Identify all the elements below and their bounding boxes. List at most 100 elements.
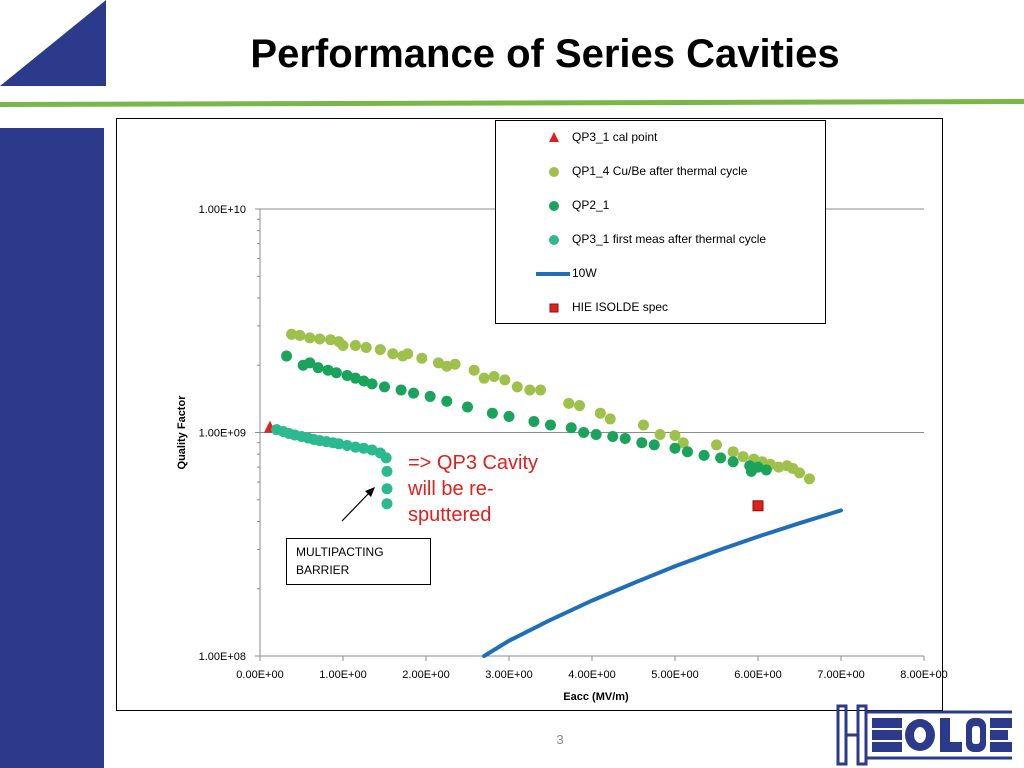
- data-point: [441, 395, 453, 407]
- legend-label: QP2_1: [572, 198, 610, 212]
- data-point: [715, 452, 727, 464]
- multipacting-line-2: BARRIER: [296, 563, 350, 577]
- legend-item: QP2_1: [496, 196, 826, 216]
- data-point: [366, 378, 378, 390]
- data-point: [424, 390, 436, 402]
- legend-marker: [549, 132, 559, 142]
- data-point: [524, 384, 536, 396]
- slide-title: Performance of Series Cavities: [250, 32, 840, 76]
- data-point: [462, 401, 473, 413]
- data-point: [349, 340, 361, 352]
- data-point: [654, 428, 666, 440]
- legend-label: QP1_4 Cu/Be after thermal cycle: [572, 164, 748, 178]
- data-point: [337, 340, 349, 352]
- data-point: [803, 473, 815, 485]
- corner-triangle-decoration: [0, 0, 106, 86]
- legend-item: HIE ISOLDE spec: [496, 298, 826, 318]
- legend-marker: [549, 167, 559, 177]
- legend-symbol: [536, 272, 570, 276]
- left-sidebar-decoration: [0, 128, 104, 768]
- data-point: [578, 427, 590, 438]
- y-tick-label: 1.00E+10: [199, 204, 246, 216]
- data-point: [441, 360, 453, 372]
- data-point: [590, 428, 602, 440]
- data-point: [499, 374, 511, 386]
- data-point: [563, 397, 575, 409]
- x-tick-label: 4.00E+00: [568, 669, 615, 681]
- data-point: [380, 452, 392, 464]
- legend-marker: [549, 235, 559, 245]
- data-point: [322, 364, 334, 376]
- data-point: [594, 407, 606, 419]
- data-point: [478, 372, 490, 384]
- legend-item: QP3_1 first meas after thermal cycle: [496, 230, 826, 250]
- data-point: [681, 446, 693, 458]
- data-point: [637, 419, 649, 431]
- data-point: [503, 410, 515, 422]
- data-point: [511, 381, 523, 393]
- data-point: [727, 456, 739, 468]
- legend-label: QP3_1 cal point: [572, 130, 658, 144]
- x-tick-label: 7.00E+00: [817, 669, 864, 681]
- data-point: [416, 352, 428, 364]
- series-line-10w: [482, 508, 843, 658]
- data-point: [341, 369, 353, 381]
- legend-label: 10W: [572, 266, 597, 280]
- data-point: [314, 333, 326, 345]
- legend-item: QP3_1 cal point: [496, 128, 826, 148]
- data-point: [379, 381, 390, 393]
- data-point: [574, 400, 586, 412]
- data-point: [349, 441, 361, 453]
- data-point: [304, 357, 316, 369]
- data-point: [773, 461, 785, 473]
- data-point: [565, 422, 577, 434]
- data-point: [374, 344, 386, 356]
- data-point: [528, 415, 540, 427]
- annotation-arrow-line: [341, 491, 371, 522]
- data-point: [488, 371, 500, 383]
- data-point: [607, 430, 619, 442]
- x-axis-title: Eacc (MV/m): [563, 691, 629, 703]
- data-point: [619, 433, 631, 445]
- data-point: [486, 407, 498, 419]
- x-tick-label: 5.00E+00: [651, 669, 698, 681]
- y-axis-title: Quality Factor: [176, 395, 188, 470]
- x-tick-label: 6.00E+00: [734, 669, 781, 681]
- data-point: [669, 442, 681, 454]
- title-underline-rule: [0, 99, 1024, 107]
- data-point: [333, 438, 345, 450]
- data-point: [698, 449, 710, 461]
- multipacting-barrier-label: MULTIPACTING BARRIER: [286, 538, 431, 585]
- data-point: [545, 419, 556, 431]
- data-point: [281, 350, 293, 362]
- x-tick-label: 1.00E+00: [319, 669, 366, 681]
- multipacting-line-1: MULTIPACTING: [296, 545, 384, 559]
- resputter-annotation: => QP3 Cavity will be re-sputtered: [408, 452, 539, 526]
- data-point: [360, 342, 372, 354]
- data-point: [387, 348, 399, 360]
- data-point-square: [752, 500, 764, 512]
- data-point: [395, 384, 407, 396]
- data-point: [349, 372, 361, 384]
- x-tick-label: 2.00E+00: [402, 669, 449, 681]
- data-point: [535, 384, 547, 396]
- data-point: [432, 357, 444, 369]
- annotation-arrow-head: [365, 487, 375, 497]
- legend-label: HIE ISOLDE spec: [572, 300, 669, 314]
- data-point: [745, 465, 757, 477]
- legend-label: QP3_1 first meas after thermal cycle: [572, 232, 767, 246]
- data-point: [325, 334, 337, 346]
- data-point: [358, 442, 370, 454]
- data-point: [449, 358, 461, 370]
- page-number: 3: [556, 732, 564, 747]
- legend-item: 10W: [496, 264, 826, 284]
- data-point: [304, 332, 316, 344]
- data-point: [636, 437, 648, 449]
- data-point: [366, 444, 378, 456]
- data-point: [760, 464, 772, 476]
- x-tick-label: 8.00E+00: [900, 669, 947, 681]
- data-point: [402, 348, 414, 360]
- data-point: [737, 451, 749, 463]
- legend-symbol: [549, 303, 559, 313]
